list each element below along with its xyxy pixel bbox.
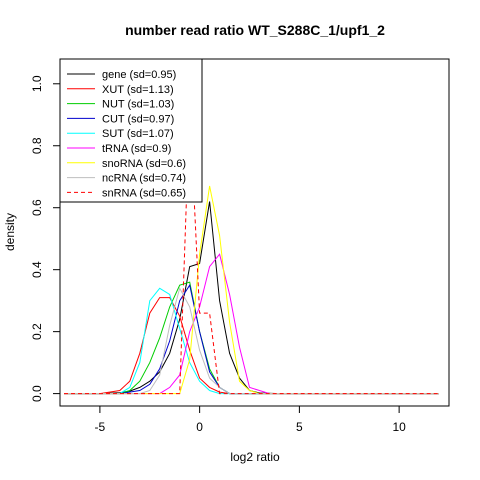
series-line xyxy=(64,297,439,395)
legend-label: CUT (sd=0.97) xyxy=(102,113,174,125)
x-tick-label: -5 xyxy=(95,420,106,434)
chart-title: number read ratio WT_S288C_1/upf1_2 xyxy=(125,22,385,38)
series-line xyxy=(64,253,439,395)
y-tick-label: 0.6 xyxy=(30,199,44,216)
x-axis: -5 0 5 10 xyxy=(95,405,406,434)
legend: gene (sd=0.95) XUT (sd=1.13) NUT (sd=1.03)… xyxy=(59,58,203,203)
series-line xyxy=(64,201,439,395)
legend-label: gene (sd=0.95) xyxy=(102,69,176,81)
series-layer xyxy=(64,105,439,395)
legend-label: snRNA (sd=0.65) xyxy=(102,187,186,199)
x-tick-label: 5 xyxy=(296,420,303,434)
series-line xyxy=(64,283,439,395)
series-line xyxy=(64,185,439,395)
y-tick-label: 1.0 xyxy=(30,75,44,92)
y-axis-label: density xyxy=(3,213,17,251)
x-tick-label: 0 xyxy=(196,420,203,434)
y-tick-label: 0.2 xyxy=(30,323,44,340)
y-tick-label: 0.4 xyxy=(30,261,44,278)
x-axis-label: log2 ratio xyxy=(230,450,280,464)
x-tick-label: 10 xyxy=(392,420,406,434)
y-tick-label: 0.0 xyxy=(30,385,44,402)
legend-label: XUT (sd=1.13) xyxy=(102,84,174,96)
legend-label: snoRNA (sd=0.6) xyxy=(102,158,186,170)
series-line xyxy=(64,286,439,395)
series-line xyxy=(64,105,439,395)
legend-label: tRNA (sd=0.9) xyxy=(102,143,171,155)
legend-box xyxy=(59,58,203,203)
series-line xyxy=(64,287,439,395)
y-axis: 0.0 0.2 0.4 0.6 0.8 1.0 xyxy=(30,75,61,402)
legend-label: SUT (sd=1.07) xyxy=(102,128,174,140)
series-line xyxy=(64,281,439,395)
legend-label: ncRNA (sd=0.74) xyxy=(102,173,186,185)
legend-label: NUT (sd=1.03) xyxy=(102,99,174,111)
y-tick-label: 0.8 xyxy=(30,137,44,154)
